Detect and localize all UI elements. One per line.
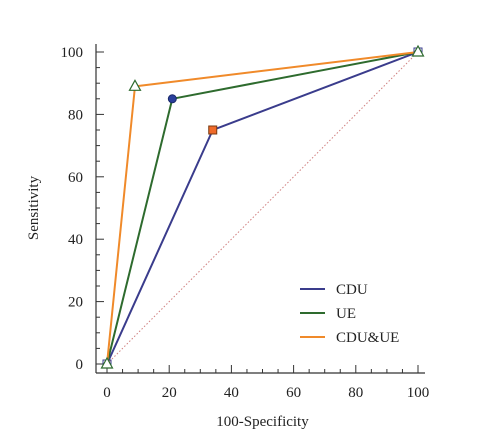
- x-tick-label: 100: [407, 385, 430, 401]
- x-tick-label: 20: [162, 385, 177, 401]
- x-tick-label: 40: [224, 385, 239, 401]
- legend: CDU UE CDU&UE: [300, 282, 399, 346]
- x-axis-title: 100-Specificity: [216, 414, 309, 430]
- data-point-cdu: [208, 125, 218, 135]
- data-point-ue: [167, 94, 177, 104]
- legend-label-ue: UE: [336, 306, 356, 322]
- x-tick-label: 0: [103, 385, 111, 401]
- ticks: 0 20 40 60 80 100 0 20 40 60 80 100: [61, 45, 430, 401]
- y-tick-label: 40: [68, 232, 83, 248]
- data-point-cdu-ue: [100, 356, 114, 369]
- y-tick-label: 20: [68, 295, 83, 311]
- y-axis-title: Sensitivity: [26, 175, 42, 240]
- y-tick-label: 80: [68, 107, 83, 123]
- y-tick-label: 60: [68, 170, 83, 186]
- reference-diagonal: [106, 51, 419, 365]
- reference-line: [106, 51, 419, 365]
- legend-label-cdu: CDU: [336, 282, 368, 298]
- legend-label-cdu-ue: CDU&UE: [336, 330, 399, 346]
- data-point-cdu-ue: [128, 79, 142, 91]
- data-point-cdu-ue: [411, 44, 425, 57]
- y-tick-label: 0: [76, 357, 84, 373]
- markers: [100, 44, 425, 369]
- y-tick-label: 100: [61, 45, 84, 61]
- x-tick-label: 60: [286, 385, 301, 401]
- x-tick-label: 80: [348, 385, 363, 401]
